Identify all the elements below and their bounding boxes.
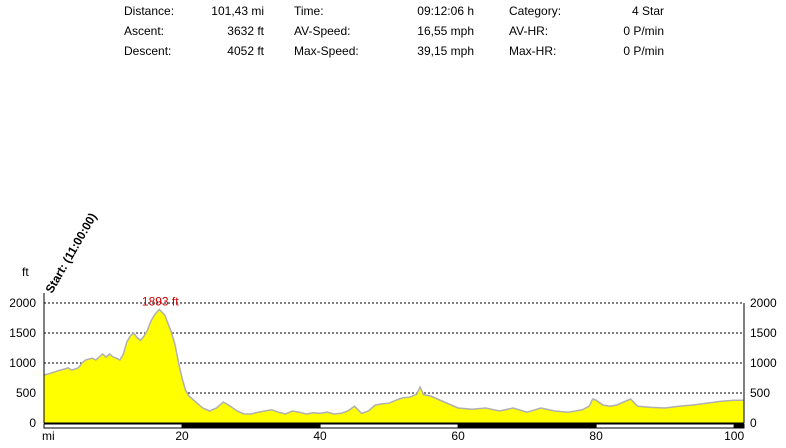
x-tick-label: 100 (724, 429, 744, 443)
y-axis-unit: ft (22, 265, 29, 279)
ascent-value: 3632 ft (227, 24, 264, 38)
y-tick-label-left: 2000 (9, 296, 36, 310)
y-tick-label-left: 1000 (9, 356, 36, 370)
descent-value: 4052 ft (227, 44, 264, 58)
elevation-area (44, 309, 744, 423)
x-tick-label: 20 (175, 429, 189, 443)
descent-label: Descent: (124, 44, 172, 58)
time-label: Time: (294, 4, 324, 18)
time-value: 09:12:06 h (417, 4, 474, 18)
maxspeed-label: Max-Speed: (294, 44, 359, 58)
category-value: 4 Star (631, 4, 664, 18)
x-axis-band-segment (182, 424, 321, 428)
y-tick-label-right: 2000 (750, 296, 777, 310)
x-axis-band-segment (458, 424, 597, 428)
x-axis-unit: mi (42, 429, 55, 443)
y-tick-label-right: 1000 (750, 356, 777, 370)
y-tick-label-right: 1500 (750, 326, 777, 340)
y-tick-label-right: 0 (750, 416, 757, 430)
avspeed-label: AV-Speed: (294, 24, 351, 38)
x-axis-band (43, 423, 745, 429)
distance-value: 101,43 mi (211, 4, 264, 18)
y-tick-label-left: 1500 (9, 326, 36, 340)
avhr-label: AV-HR: (509, 24, 549, 38)
y-tick-label-left: 0 (29, 416, 36, 430)
avhr-value: 0 P/min (623, 24, 664, 38)
x-tick-label: 80 (589, 429, 603, 443)
category-label: Category: (509, 4, 562, 18)
x-tick-label: 40 (313, 429, 327, 443)
x-tick-label: 60 (451, 429, 465, 443)
peak-elevation-label: 1893 ft (142, 294, 179, 308)
y-tick-label-left: 500 (16, 386, 36, 400)
distance-label: Distance: (124, 4, 175, 18)
avspeed-value: 16,55 mph (417, 24, 474, 38)
maxhr-value: 0 P/min (623, 44, 664, 58)
x-axis-band-segment (734, 424, 744, 428)
start-time-label: Start: (11:00:00) (42, 211, 99, 296)
maxspeed-value: 39,15 mph (417, 44, 474, 58)
elevation-line (43, 308, 744, 415)
y-tick-label-right: 500 (750, 386, 770, 400)
maxhr-label: Max-HR: (509, 44, 557, 58)
ascent-label: Ascent: (124, 24, 165, 38)
